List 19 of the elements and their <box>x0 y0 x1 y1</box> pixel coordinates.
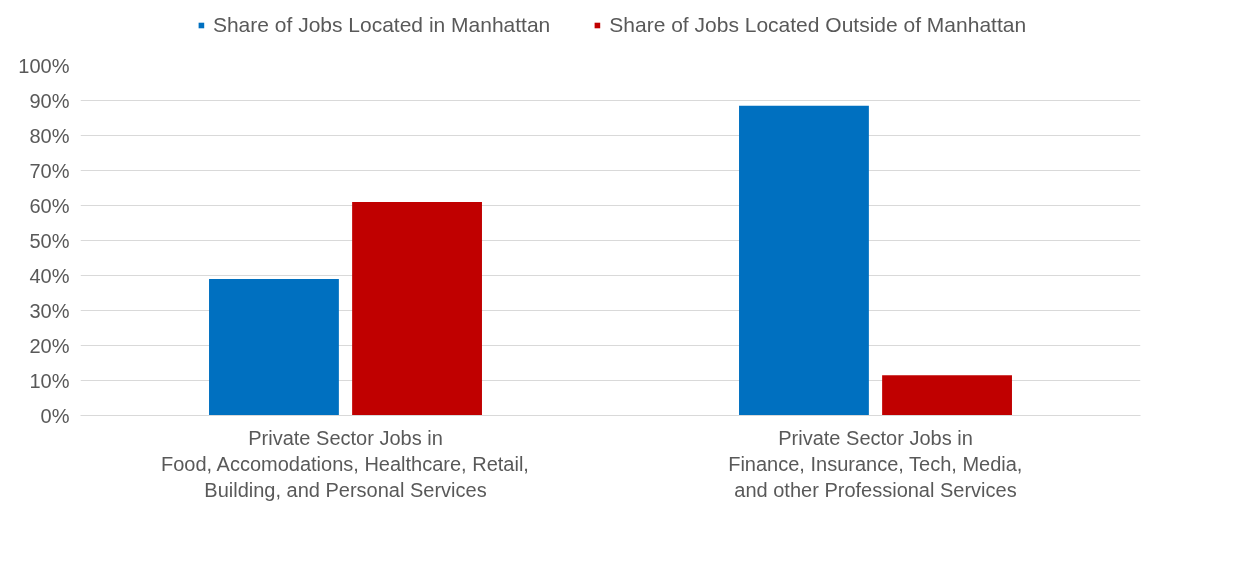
y-tick-label: 20% <box>29 334 70 357</box>
y-tick-label: 50% <box>29 229 70 252</box>
legend-label: Share of Jobs Located Outside of Manhattan <box>609 13 1027 37</box>
bar <box>882 375 1012 416</box>
bar <box>352 202 482 416</box>
bar <box>209 279 339 416</box>
y-tick-label: 90% <box>29 89 70 112</box>
y-tick-label: 40% <box>29 264 70 287</box>
y-tick-label: 80% <box>29 124 70 147</box>
y-tick-label: 30% <box>29 299 70 322</box>
bar <box>739 105 869 416</box>
y-tick-label: 60% <box>29 194 70 217</box>
y-tick-label: 100% <box>18 54 70 77</box>
y-tick-label: 70% <box>29 159 70 182</box>
y-tick-label: 10% <box>29 369 70 392</box>
x-tick-label: Private Sector Jobs in Finance, Insurance, Tech, Media, and other Professional Services <box>728 426 1023 502</box>
y-tick-label: 0% <box>40 404 70 427</box>
x-tick-label: Private Sector Jobs in Food, Accomodations, Healthcare, Retail, Building, and Personal Services <box>160 426 529 502</box>
legend-label: Share of Jobs Located in Manhattan <box>212 13 551 37</box>
